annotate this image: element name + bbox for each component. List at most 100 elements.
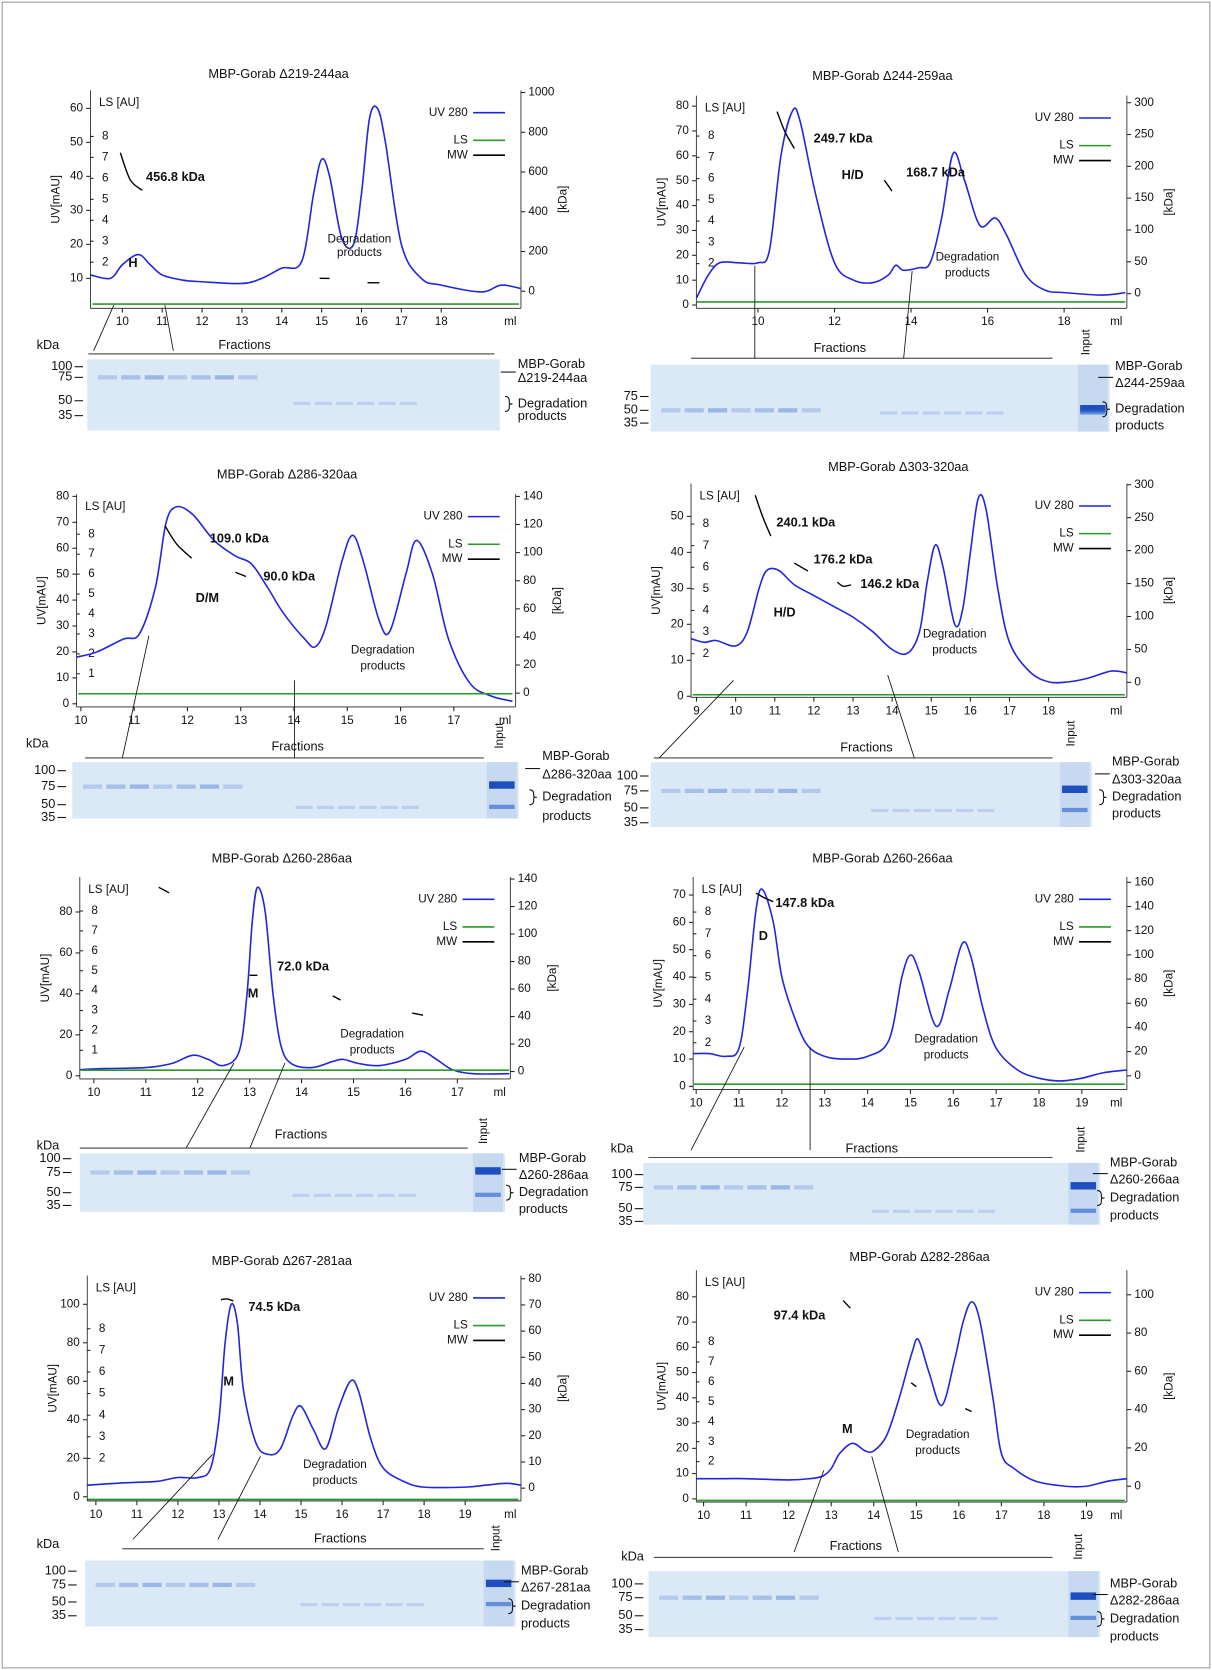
gel-image bbox=[651, 762, 1092, 827]
y2-tick-label: 200 bbox=[528, 245, 548, 258]
y-tick-label: 40 bbox=[59, 987, 73, 1000]
y3-tick-label: 2 bbox=[99, 1452, 106, 1465]
input-band bbox=[1062, 808, 1088, 812]
gel-image bbox=[85, 1561, 516, 1627]
legend-label: MW bbox=[1053, 935, 1074, 948]
gel-band bbox=[143, 1583, 162, 1587]
x-tick-label: 12 bbox=[171, 1508, 184, 1521]
y-tick-label: 80 bbox=[676, 1290, 690, 1303]
gel-band bbox=[683, 1596, 702, 1600]
x-tick-label: 10 bbox=[87, 1086, 101, 1099]
x-tick-label: 18 bbox=[435, 315, 448, 328]
legend-label: MW bbox=[436, 935, 457, 948]
x-tick-label: 12 bbox=[807, 704, 820, 717]
y2-label: [kDa] bbox=[1162, 188, 1175, 215]
x-tick-label: 15 bbox=[910, 1509, 924, 1522]
y3-tick-label: 2 bbox=[708, 1455, 715, 1468]
y2-tick-label: 0 bbox=[1134, 675, 1141, 688]
y3-tick-label: 7 bbox=[99, 1343, 106, 1356]
gel-band bbox=[119, 1583, 138, 1587]
x-tick-label: 10 bbox=[690, 1097, 704, 1110]
x-tick-label: 16 bbox=[399, 1086, 412, 1099]
y2-tick-label: 60 bbox=[1134, 1364, 1148, 1377]
x-label: ml bbox=[1110, 315, 1122, 328]
y2-tick-label: 100 bbox=[1134, 610, 1154, 623]
y3-tick-label: 7 bbox=[91, 924, 98, 937]
y2-tick-label: 400 bbox=[528, 205, 548, 218]
y2-tick-label: 0 bbox=[1134, 1479, 1141, 1492]
y-label: UV[mAU] bbox=[46, 1364, 59, 1413]
y2-tick-label: 100 bbox=[1134, 223, 1154, 236]
y3-label: LS [AU] bbox=[702, 883, 742, 896]
x-tick-label: 18 bbox=[1033, 1097, 1046, 1110]
gel-band bbox=[207, 1170, 226, 1174]
y-tick-label: 50 bbox=[671, 509, 685, 522]
y3-tick-label: 8 bbox=[99, 1322, 106, 1335]
x-tick-label: 16 bbox=[947, 1097, 960, 1110]
panel-title: MBP-Gorab Δ303-320aa bbox=[828, 459, 969, 474]
y2-label: [kDa] bbox=[546, 964, 559, 991]
gel-label: Degradation bbox=[1110, 1610, 1179, 1625]
y-tick-label: 50 bbox=[676, 1366, 690, 1379]
marker-label: 35 bbox=[624, 814, 638, 829]
legend-label: LS bbox=[443, 920, 458, 933]
y-tick-label: 30 bbox=[70, 203, 84, 216]
gel-band bbox=[755, 408, 774, 412]
gel-band bbox=[213, 1583, 232, 1587]
annotation: products bbox=[313, 1474, 358, 1487]
input-band bbox=[1080, 410, 1106, 414]
annotation: M bbox=[842, 1421, 853, 1436]
y3-tick-label: 8 bbox=[708, 1335, 715, 1348]
y3-tick-label: 4 bbox=[99, 1408, 106, 1421]
gel-band bbox=[377, 1194, 394, 1197]
marker-label: 75 bbox=[46, 1164, 60, 1179]
gel-band bbox=[98, 375, 117, 379]
gel-band bbox=[944, 411, 961, 414]
gel-band bbox=[137, 1170, 156, 1174]
annotation: products bbox=[932, 644, 977, 657]
y3-tick-label: 8 bbox=[705, 905, 712, 918]
gel-band bbox=[914, 1210, 931, 1213]
gel-label: Degradation bbox=[519, 1184, 588, 1199]
x-tick-label: 17 bbox=[990, 1097, 1003, 1110]
legend-label: UV 280 bbox=[429, 106, 468, 119]
panel-title: MBP-Gorab Δ286-320aa bbox=[217, 467, 358, 482]
y-tick-label: 60 bbox=[676, 149, 690, 162]
x-tick-label: 17 bbox=[451, 1086, 464, 1099]
input-band bbox=[486, 1602, 512, 1606]
gel-band bbox=[685, 408, 704, 412]
gel-label: Δ286-320aa bbox=[542, 766, 612, 781]
y3-tick-label: 4 bbox=[708, 1415, 715, 1428]
y2-tick-label: 40 bbox=[523, 630, 537, 643]
x-tick-label: 19 bbox=[1075, 1097, 1088, 1110]
y2-tick-label: 300 bbox=[1134, 478, 1154, 491]
x-tick-label: 11 bbox=[769, 704, 781, 717]
gel-band bbox=[177, 785, 196, 789]
gel-band bbox=[381, 806, 398, 809]
legend-label: UV 280 bbox=[424, 510, 463, 523]
gel-band bbox=[90, 1170, 109, 1174]
gel-label: products bbox=[542, 808, 591, 823]
input-lane bbox=[1068, 1571, 1098, 1637]
gel-label: Degradation bbox=[521, 1598, 590, 1613]
y2-tick-label: 60 bbox=[528, 1324, 542, 1337]
y3-tick-label: 3 bbox=[99, 1430, 106, 1443]
y2-label: [kDa] bbox=[551, 587, 564, 614]
annotation: Degradation bbox=[303, 1458, 367, 1471]
annotation: 147.8 kDa bbox=[775, 895, 835, 910]
x-tick-label: 12 bbox=[196, 315, 209, 328]
y-tick-label: 20 bbox=[67, 1451, 81, 1464]
gel-band bbox=[106, 785, 125, 789]
gel-band bbox=[215, 375, 234, 379]
legend-label: MW bbox=[1053, 1328, 1074, 1341]
y-tick-label: 0 bbox=[682, 298, 689, 311]
x-tick-label: 17 bbox=[395, 315, 408, 328]
x-tick-label: 16 bbox=[394, 714, 407, 727]
y-tick-label: 30 bbox=[676, 224, 690, 237]
y-label: UV[mAU] bbox=[50, 175, 63, 224]
y3-tick-label: 7 bbox=[705, 927, 712, 940]
gel-band bbox=[731, 408, 750, 412]
y-tick-label: 60 bbox=[56, 541, 70, 554]
gel-band bbox=[236, 1583, 255, 1587]
gel-band bbox=[978, 1210, 995, 1213]
